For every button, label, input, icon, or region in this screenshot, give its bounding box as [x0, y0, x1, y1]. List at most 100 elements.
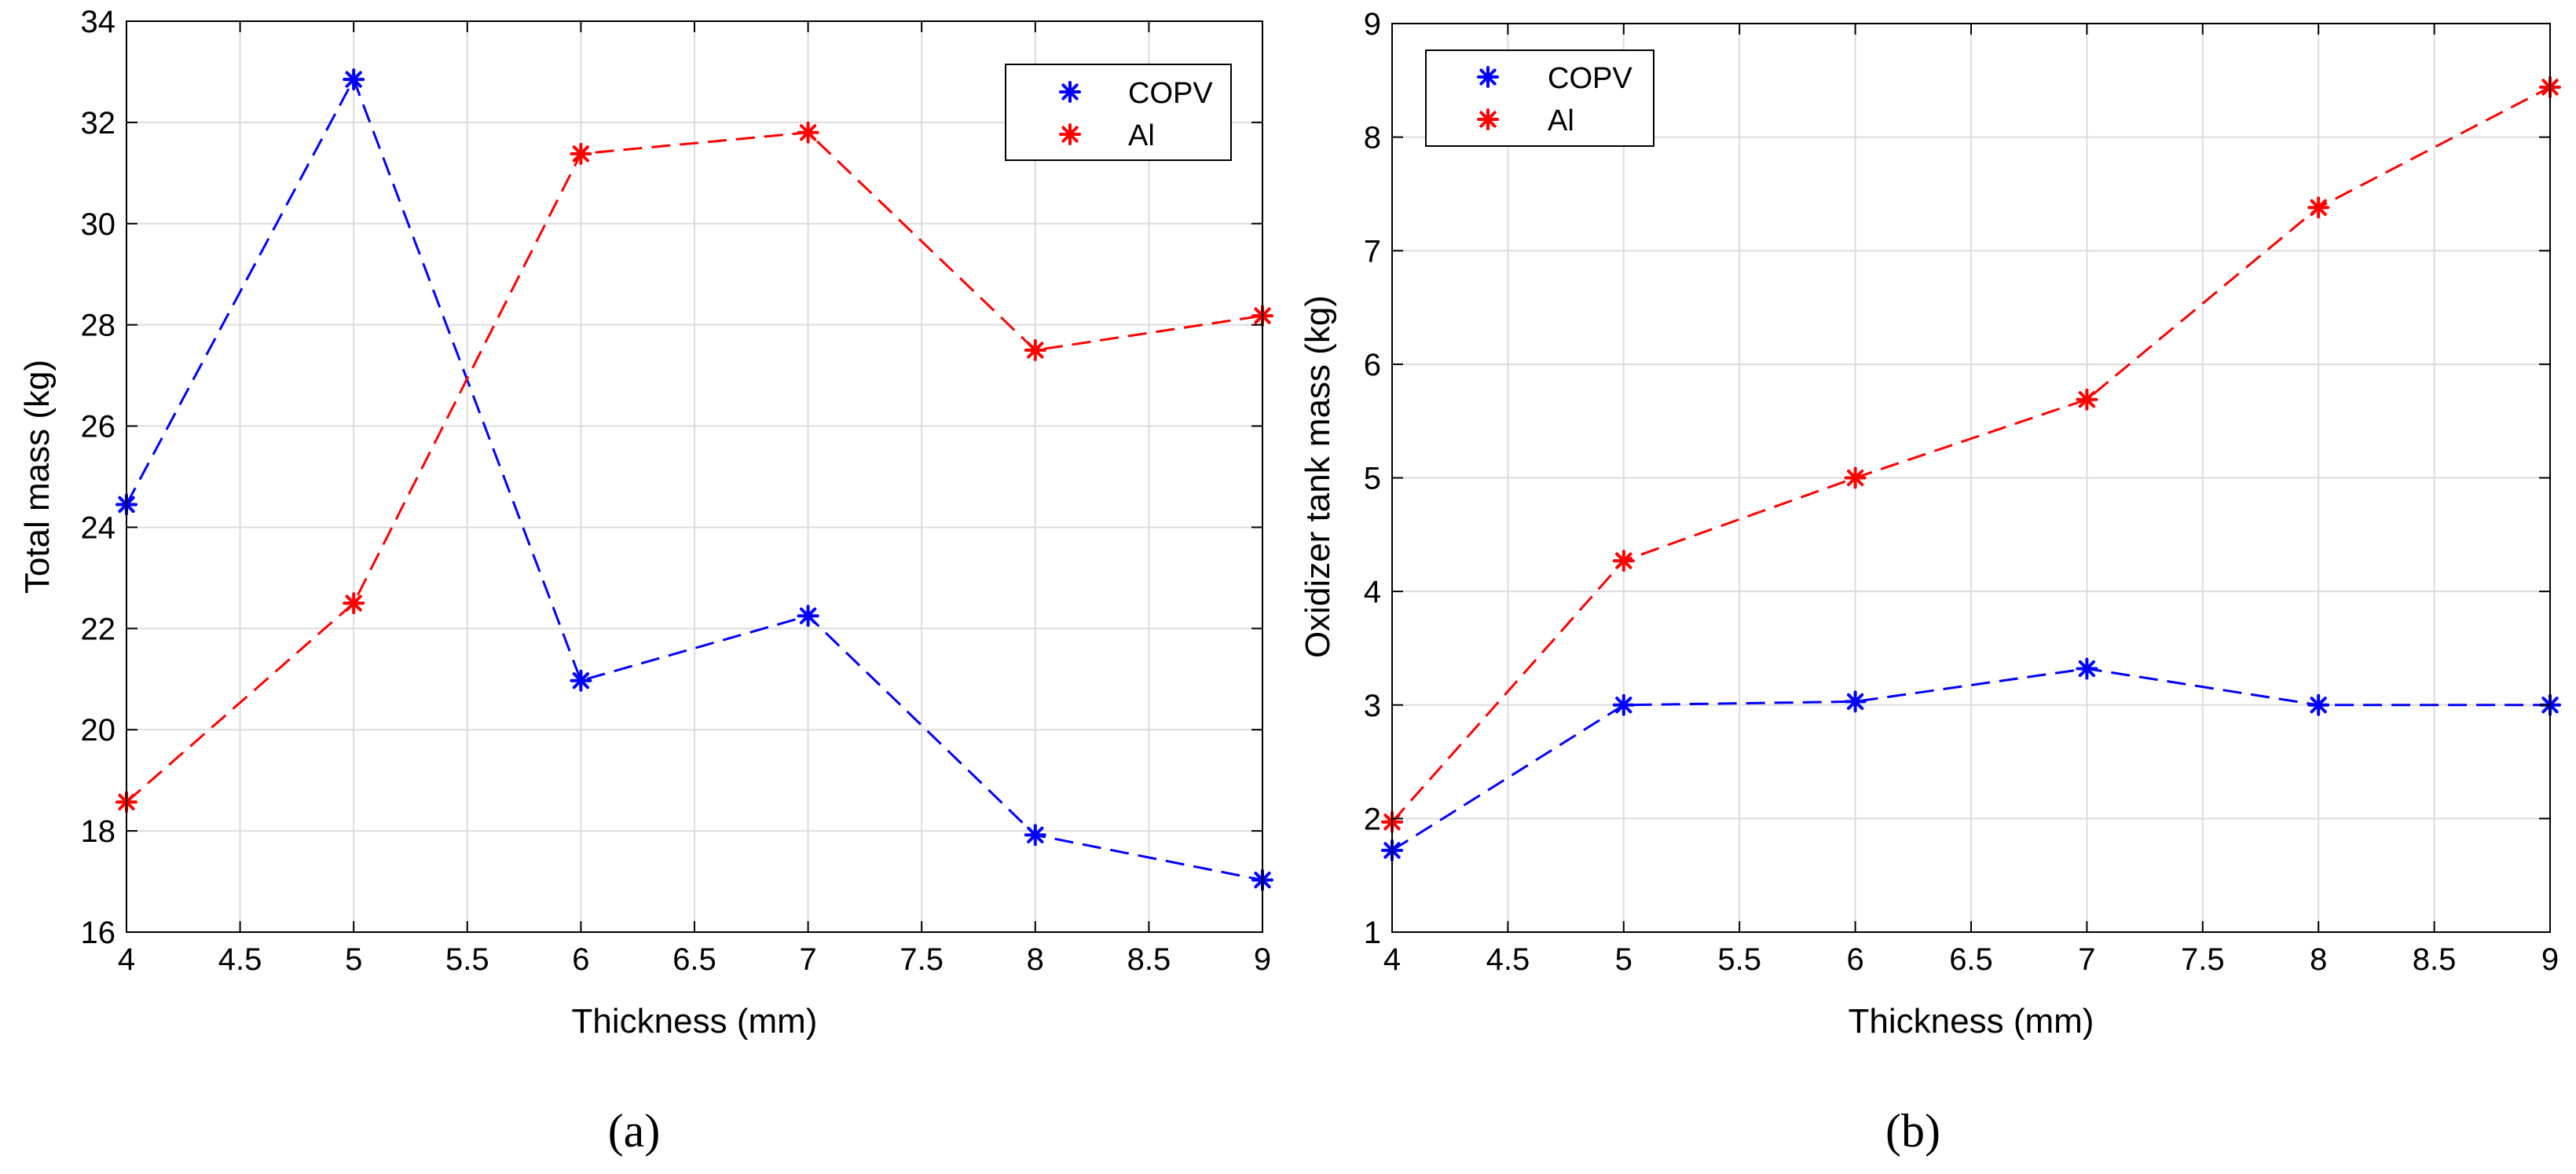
chart-a-point-copv-4-stroke-3 — [1027, 826, 1044, 843]
chart-a-x-tick-labels: 4 4.5 5 5.5 6 6.5 7 7.5 8 8.5 9 — [118, 942, 1271, 977]
chart-b-point-al-4-stroke-3 — [2310, 199, 2327, 216]
chart-b-point-al-3 — [2076, 388, 2098, 411]
chart-b-y-tick-label: 6 — [1364, 348, 1381, 382]
chart-b-series-line-al — [1391, 86, 2551, 823]
chart-a-caption: (a) — [608, 1105, 661, 1157]
chart-a-y-tick-label: 22 — [81, 612, 116, 646]
chart-a-x-tick-label: 6.5 — [672, 942, 716, 977]
chart-b-caption: (b) — [1885, 1105, 1940, 1157]
chart-a-point-copv-4 — [1024, 824, 1046, 847]
chart-a-y-tick-label: 16 — [81, 916, 116, 950]
chart-b-legend-box — [1425, 49, 1654, 147]
chart-a-x-tick-label: 8 — [1027, 942, 1044, 977]
chart-b-point-copv-3-stroke-3 — [2078, 660, 2096, 678]
chart-a-x-tick-label: 7.5 — [900, 942, 944, 977]
chart-b-x-tick-label: 8 — [2310, 942, 2327, 977]
chart-a-markers — [115, 68, 1273, 891]
chart-a-x-tick-label: 4.5 — [218, 942, 262, 977]
chart-a-legend-box — [1005, 64, 1232, 161]
chart-b-y-tick-label: 9 — [1364, 7, 1381, 42]
chart-a-x-tick-label: 8.5 — [1127, 942, 1171, 977]
chart-a-y-tick-label: 20 — [81, 713, 116, 748]
chart-b-y-tick-label: 4 — [1364, 575, 1381, 609]
chart-b-x-tick-label: 7 — [2078, 942, 2095, 977]
chart-b-legend-label-al: Al — [1548, 104, 1574, 137]
chart-a-series-lines — [125, 78, 1263, 882]
chart-b-x-tick-labels: 4 4.5 5 5.5 6 6.5 7 7.5 8 8.5 9 — [1383, 942, 2559, 977]
chart-a-point-al-1 — [343, 592, 365, 615]
chart-b-series-lines — [1391, 86, 2551, 852]
chart-a-x-tick-label: 7 — [799, 942, 816, 977]
chart-a-y-tick-label: 18 — [81, 814, 116, 849]
chart-a-legend-markers — [1059, 81, 1081, 145]
chart-a-legend-marker-al — [1059, 123, 1081, 145]
chart-b-point-al-1 — [1612, 550, 1635, 572]
chart-a-legend-label-al: Al — [1128, 119, 1155, 152]
chart-a-series-line-copv — [125, 78, 1263, 882]
chart-b-x-tick-label: 6 — [1846, 942, 1863, 977]
chart-b-point-copv-4-stroke-3 — [2310, 697, 2327, 714]
chart-b-point-copv-1 — [1612, 693, 1635, 716]
chart-b-point-copv-2-stroke-3 — [1846, 693, 1864, 711]
chart-b-legend: COPV Al — [1425, 49, 1654, 147]
chart-b-legend-label-copv: COPV — [1548, 62, 1632, 95]
chart-a-point-al-3-stroke-3 — [799, 124, 817, 141]
chart-a-x-tick-label: 4 — [118, 942, 135, 977]
chart-b-y-tick-label: 2 — [1364, 802, 1381, 836]
chart-b-legend-marker-copv — [1477, 66, 1499, 88]
chart-a-x-tick-label: 5 — [345, 942, 362, 977]
chart-a-y-tick-label: 28 — [81, 309, 116, 343]
chart-a-legend-marker-copv-stroke-3 — [1061, 83, 1079, 101]
chart-a-point-copv-2 — [570, 669, 592, 692]
chart-b-x-tick-label: 5 — [1615, 942, 1632, 977]
chart-a-y-axis-label: Total mass (kg) — [18, 360, 57, 594]
chart-a-legend-label-copv: COPV — [1128, 77, 1213, 110]
chart-b-legend-marker-al-stroke-3 — [1479, 111, 1497, 128]
chart-a-point-copv-3 — [797, 605, 819, 627]
chart-b: 4 4.5 5 5.5 6 6.5 7 7.5 8 8.5 9 1 2 3 4 5 6 7 8 9 Thicknes… — [1299, 7, 2561, 1157]
chart-a-point-copv-2-stroke-3 — [572, 672, 590, 689]
chart-a-point-copv-3-stroke-3 — [799, 607, 817, 624]
chart-a-x-tick-label: 5.5 — [445, 942, 489, 977]
chart-a-y-tick-label: 32 — [81, 106, 116, 141]
chart-a-legend-marker-copv — [1059, 81, 1081, 103]
chart-b-legend-markers — [1477, 66, 1499, 130]
chart-b-x-tick-label: 6.5 — [1949, 942, 1993, 977]
chart-a-point-copv-1 — [343, 68, 365, 91]
chart-a-point-al-1-stroke-3 — [345, 594, 362, 612]
chart-b-point-al-2 — [1844, 466, 1867, 489]
chart-b-y-tick-labels: 1 2 3 4 5 6 7 8 9 — [1364, 7, 1381, 950]
chart-b-point-al-4 — [2307, 196, 2330, 219]
chart-b-point-copv-3 — [2076, 657, 2098, 680]
chart-b-x-tick-label: 4 — [1383, 942, 1401, 977]
chart-b-legend-marker-copv-stroke-3 — [1479, 68, 1497, 86]
chart-a-legend-marker-al-stroke-3 — [1061, 126, 1079, 143]
chart-a-point-al-2 — [570, 142, 592, 165]
chart-a-point-al-3 — [797, 121, 819, 144]
chart-b-y-tick-label: 3 — [1364, 689, 1381, 723]
chart-b-x-tick-label: 9 — [2541, 942, 2559, 977]
chart-a-point-copv-1-stroke-3 — [345, 71, 362, 88]
chart-a-y-tick-labels: 16 18 20 22 24 26 28 30 32 34 — [81, 5, 116, 950]
chart-b-y-axis-label: Oxidizer tank mass (kg) — [1299, 295, 1337, 658]
chart-b-y-tick-label: 7 — [1364, 234, 1381, 269]
chart-a: 4 4.5 5 5.5 6 6.5 7 7.5 8 8.5 9 16 18 20 22 24 26 28 30 32… — [18, 5, 1273, 1157]
chart-a-x-axis-label: Thickness (mm) — [572, 1002, 818, 1041]
chart-a-legend: COPV Al — [1005, 64, 1232, 161]
chart-b-point-copv-2 — [1844, 690, 1867, 713]
chart-b-point-copv-1-stroke-3 — [1615, 697, 1632, 714]
chart-a-x-tick-label: 9 — [1254, 942, 1271, 977]
chart-a-point-al-2-stroke-3 — [572, 145, 590, 163]
chart-a-point-al-4 — [1024, 338, 1046, 361]
chart-b-x-tick-label: 5.5 — [1717, 942, 1761, 977]
chart-a-point-al-4-stroke-3 — [1027, 342, 1044, 359]
chart-b-x-tick-label: 7.5 — [2181, 942, 2225, 977]
chart-b-ticks — [1391, 23, 2551, 933]
chart-a-y-tick-label: 30 — [81, 207, 116, 242]
chart-a-x-tick-label: 6 — [572, 942, 589, 977]
chart-b-y-tick-label: 1 — [1364, 916, 1381, 950]
chart-b-x-axis-label: Thickness (mm) — [1849, 1002, 2094, 1041]
chart-b-y-tick-label: 5 — [1364, 462, 1381, 496]
chart-a-ticks — [126, 20, 1263, 933]
